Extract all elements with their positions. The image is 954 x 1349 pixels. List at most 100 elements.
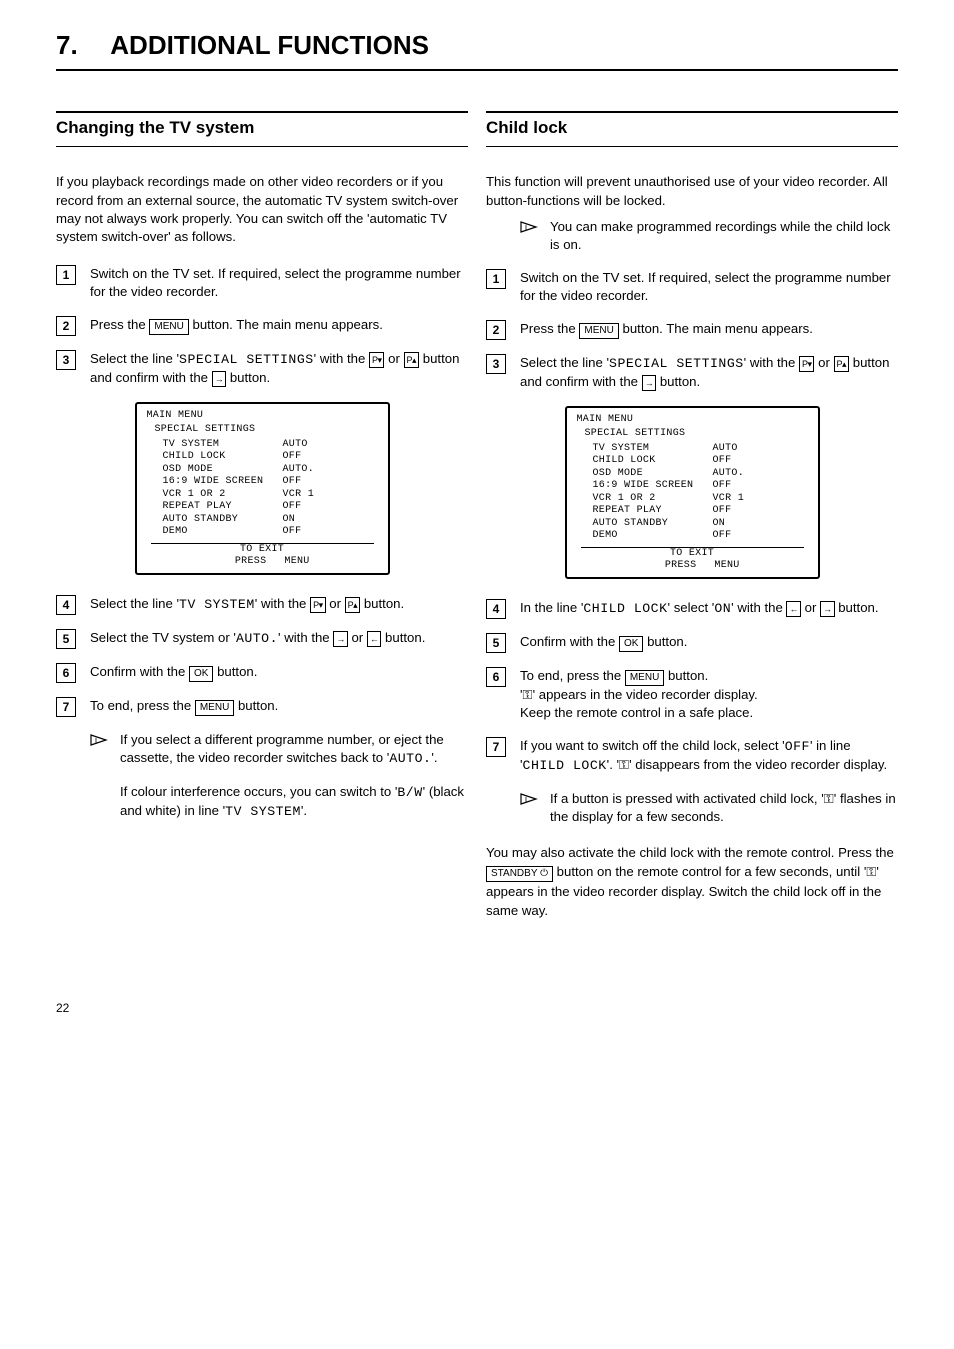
step-num-5: 5 xyxy=(56,629,76,649)
step-num-3: 3 xyxy=(56,350,76,370)
lock-icon: ⚿ xyxy=(824,791,834,806)
right-button: → xyxy=(333,631,348,647)
osd-title1-left: MAIN MENU xyxy=(147,410,378,423)
right-final-para: You may also activate the child lock wit… xyxy=(486,843,898,920)
info-icon: i xyxy=(520,220,540,236)
osd-title2-right: SPECIAL SETTINGS xyxy=(577,428,808,441)
lock-icon: ⚿ xyxy=(619,757,629,772)
left-note-1: i If you select a different programme nu… xyxy=(90,731,468,769)
osd-row: 16:9 WIDE SCREENOFF xyxy=(593,480,808,493)
osd-row: OSD MODEAUTO. xyxy=(593,468,808,481)
osd-row: TV SYSTEMAUTO xyxy=(163,439,378,452)
osd-row: VCR 1 OR 2VCR 1 xyxy=(163,489,378,502)
osd-row: OSD MODEAUTO. xyxy=(163,464,378,477)
right-step-5: 5 Confirm with the OK button. xyxy=(486,633,898,653)
osd-footer1-right: TO EXIT xyxy=(567,548,818,561)
right-button: → xyxy=(820,601,835,617)
osd-row: AUTO STANDBYON xyxy=(593,518,808,531)
right-step-1: 1 Switch on the TV set. If required, sel… xyxy=(486,269,898,306)
left-column: Changing the TV system If you playback r… xyxy=(56,111,468,920)
section-title-tv-system: Changing the TV system xyxy=(56,117,468,140)
left-step-6: 6 Confirm with the OK button. xyxy=(56,663,468,683)
section-top-rule-left xyxy=(56,111,468,113)
osd-title2-left: SPECIAL SETTINGS xyxy=(147,424,378,437)
section-top-rule-right xyxy=(486,111,898,113)
osd-footer2-left: PRESSMENU xyxy=(137,556,388,569)
right-button: → xyxy=(212,371,227,387)
osd-right-wrap: MAIN MENU SPECIAL SETTINGS TV SYSTEMAUTO… xyxy=(486,406,898,579)
step-num-4: 4 xyxy=(56,595,76,615)
osd-row: CHILD LOCKOFF xyxy=(593,455,808,468)
info-icon: i xyxy=(90,733,110,749)
left-step-6-body: Confirm with the OK button. xyxy=(90,663,468,682)
section-title-child-lock: Child lock xyxy=(486,117,898,140)
ok-button: OK xyxy=(619,636,643,652)
chapter-title: 7. ADDITIONAL FUNCTIONS xyxy=(56,28,898,63)
osd-title1-right: MAIN MENU xyxy=(577,414,808,427)
p-up-button: P▴ xyxy=(345,597,361,613)
step-num-4: 4 xyxy=(486,599,506,619)
p-down-button: P▾ xyxy=(799,356,815,372)
right-step-7: 7 If you want to switch off the child lo… xyxy=(486,737,898,776)
p-down-button: P▾ xyxy=(310,597,326,613)
right-step-6: 6 To end, press the MENU button. '⚿' app… xyxy=(486,667,898,723)
osd-footer2-right: PRESSMENU xyxy=(567,560,818,573)
osd-table-left: TV SYSTEMAUTO CHILD LOCKOFF OSD MODEAUTO… xyxy=(147,437,378,541)
p-down-button: P▾ xyxy=(369,352,385,368)
lock-icon: ⚿ xyxy=(866,864,876,879)
chapter-number: 7. xyxy=(56,28,104,63)
intro-tv-system: If you playback recordings made on other… xyxy=(56,173,468,247)
right-step-2: 2 Press the MENU button. The main menu a… xyxy=(486,320,898,340)
menu-button: MENU xyxy=(149,319,188,335)
osd-row: REPEAT PLAYOFF xyxy=(593,505,808,518)
osd-row: CHILD LOCKOFF xyxy=(163,451,378,464)
left-step-4-body: Select the line 'TV SYSTEM' with the P▾ … xyxy=(90,595,468,614)
osd-row: DEMOOFF xyxy=(593,530,808,543)
osd-row: 16:9 WIDE SCREENOFF xyxy=(163,476,378,489)
left-step-3: 3 Select the line 'SPECIAL SETTINGS' wit… xyxy=(56,350,468,388)
page-number: 22 xyxy=(56,1000,898,1016)
svg-text:i: i xyxy=(525,222,527,232)
right-column: Child lock This function will prevent un… xyxy=(486,111,898,920)
step-num-6: 6 xyxy=(56,663,76,683)
left-button: ← xyxy=(786,601,801,617)
left-step-2-body: Press the MENU button. The main menu app… xyxy=(90,316,468,335)
right-button: → xyxy=(642,375,657,391)
svg-text:i: i xyxy=(525,794,527,804)
osd-menu-left: MAIN MENU SPECIAL SETTINGS TV SYSTEMAUTO… xyxy=(135,402,390,575)
osd-table-right: TV SYSTEMAUTO CHILD LOCKOFF OSD MODEAUTO… xyxy=(577,441,808,545)
standby-button: STANDBY ⏻ xyxy=(486,866,553,882)
info-icon: i xyxy=(520,792,540,808)
menu-button: MENU xyxy=(195,700,234,716)
menu-button: MENU xyxy=(625,670,664,686)
right-note-7: i If a button is pressed with activated … xyxy=(520,790,898,827)
osd-row: VCR 1 OR 2VCR 1 xyxy=(593,493,808,506)
step-num-7: 7 xyxy=(56,697,76,717)
osd-menu-right: MAIN MENU SPECIAL SETTINGS TV SYSTEMAUTO… xyxy=(565,406,820,579)
osd-row: TV SYSTEMAUTO xyxy=(593,443,808,456)
step-num-7: 7 xyxy=(486,737,506,757)
step-num-1: 1 xyxy=(486,269,506,289)
osd-row: REPEAT PLAYOFF xyxy=(163,501,378,514)
svg-text:i: i xyxy=(95,735,97,745)
p-up-button: P▴ xyxy=(404,352,420,368)
title-rule xyxy=(56,69,898,71)
p-up-button: P▴ xyxy=(834,356,850,372)
step-num-1: 1 xyxy=(56,265,76,285)
left-step-1: 1 Switch on the TV set. If required, sel… xyxy=(56,265,468,302)
step-num-3: 3 xyxy=(486,354,506,374)
osd-left-wrap: MAIN MENU SPECIAL SETTINGS TV SYSTEMAUTO… xyxy=(56,402,468,575)
osd-row: AUTO STANDBYON xyxy=(163,514,378,527)
step-num-2: 2 xyxy=(486,320,506,340)
left-step-7: 7 To end, press the MENU button. xyxy=(56,697,468,717)
osd-footer1-left: TO EXIT xyxy=(137,544,388,557)
left-step-3-body: Select the line 'SPECIAL SETTINGS' with … xyxy=(90,350,468,388)
left-step-1-body: Switch on the TV set. If required, selec… xyxy=(90,265,468,302)
step-num-5: 5 xyxy=(486,633,506,653)
left-button: ← xyxy=(367,631,382,647)
left-step-7-body: To end, press the MENU button. xyxy=(90,697,468,716)
section-underline-left xyxy=(56,146,468,147)
ok-button: OK xyxy=(189,666,213,682)
section-underline-right xyxy=(486,146,898,147)
left-step-5-body: Select the TV system or 'AUTO.' with the… xyxy=(90,629,468,648)
